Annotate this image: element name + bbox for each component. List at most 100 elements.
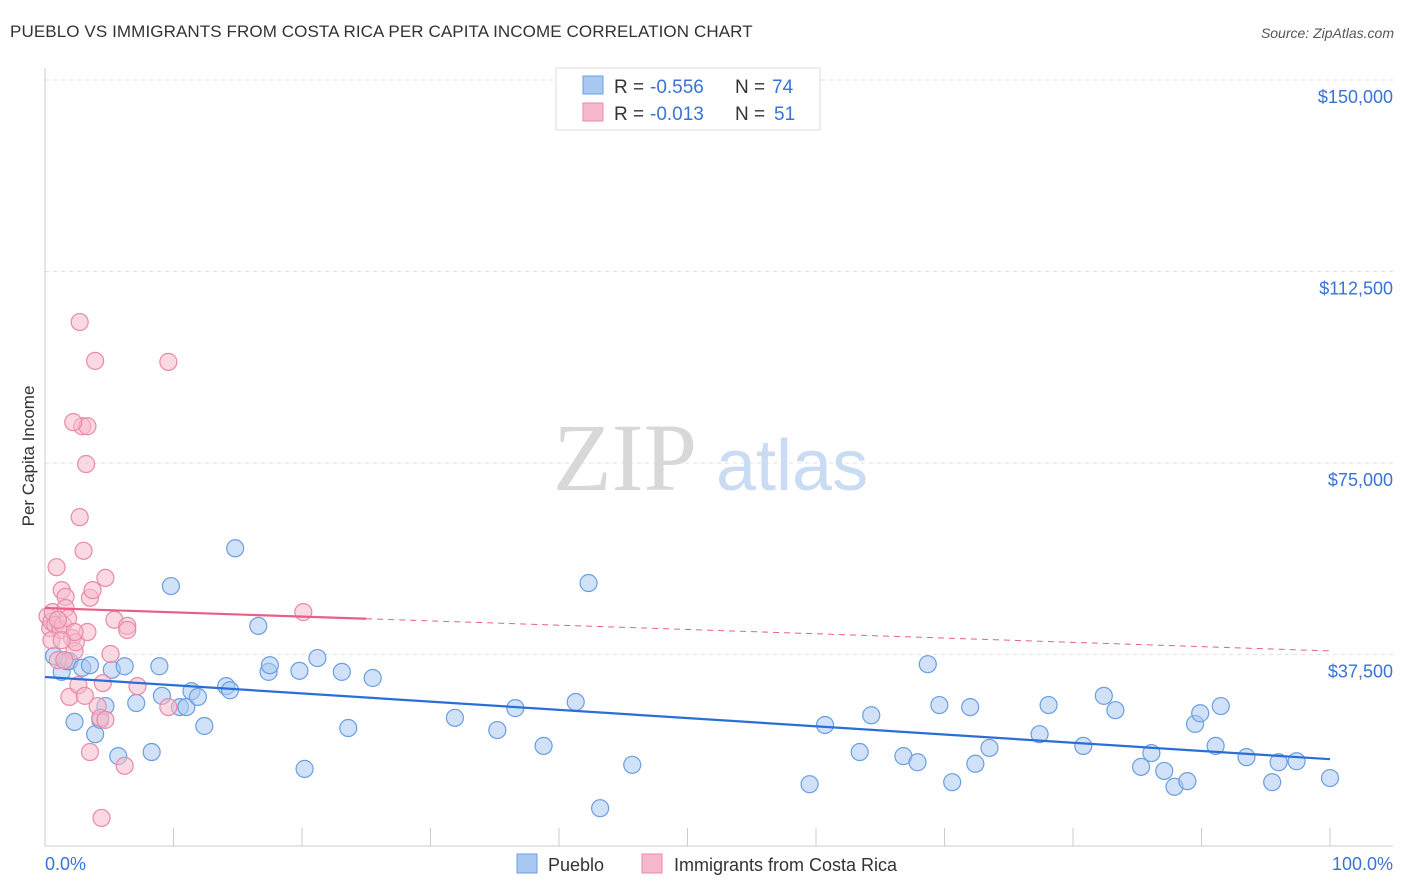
pueblo-point (445, 708, 465, 727)
gridlines (45, 79, 1393, 655)
legend-swatch-pueblo (582, 75, 604, 95)
pueblo-point (1030, 725, 1049, 744)
source-label: Source: ZipAtlas.com (1260, 25, 1394, 41)
pueblo-point (295, 759, 314, 778)
costa-rica-point (70, 508, 89, 527)
pueblo-point (591, 799, 610, 818)
pueblo-point (815, 715, 835, 735)
legend-label-costa-rica: Immigrants from Costa Rica (674, 855, 898, 875)
costa-rica-point (74, 541, 93, 560)
costa-rica-point (101, 644, 120, 664)
costa-rica-point (83, 581, 102, 600)
costa-rica-point (92, 808, 111, 828)
costa-rica-point (65, 622, 84, 642)
pueblo-point (142, 742, 161, 762)
costa-rica-point (294, 603, 313, 622)
costa-rica-point (159, 697, 178, 717)
legend-swatch-costa-rica (641, 853, 663, 874)
pueblo-point (80, 656, 100, 675)
legend-n-label: N = (735, 104, 765, 125)
pueblo-point (308, 648, 327, 668)
pueblo-point (943, 773, 962, 792)
pueblo-point (1039, 695, 1058, 715)
pueblo-point (918, 655, 937, 674)
pueblo-point (1211, 696, 1230, 716)
data-points (38, 312, 1340, 828)
pueblo-point (862, 706, 881, 725)
costa-rica-point (128, 677, 147, 696)
pueblo-point (1094, 686, 1113, 705)
pueblo-point (332, 662, 351, 681)
pueblo-point (195, 716, 214, 736)
pueblo-point (226, 539, 245, 558)
pueblo-point (363, 668, 382, 688)
pueblo-point (966, 754, 985, 773)
pueblo-point (800, 775, 819, 794)
pueblo-point (161, 576, 181, 596)
y-tick-label: $75,000 (1328, 470, 1393, 490)
stats-legend: R = -0.556 N = 74 R = -0.013 N = 51 (555, 67, 821, 131)
costa-rica-point (48, 610, 67, 629)
costa-rica-point (64, 413, 83, 432)
legend-n-label: N = (735, 77, 765, 98)
legend-swatch-pueblo (516, 853, 538, 874)
costa-rica-point (47, 558, 66, 577)
pueblo-point (1191, 704, 1210, 723)
y-tick-labels: $37,500 $75,000 $112,500 $150,000 (1318, 87, 1393, 682)
legend-swatch-costa-rica (582, 102, 604, 122)
legend-label-pueblo: Pueblo (548, 855, 604, 875)
trend-lines (44, 606, 1331, 761)
pueblo-point (930, 695, 949, 715)
costa-rica-point (75, 686, 94, 705)
pueblo-point (1269, 753, 1288, 772)
pueblo-point (961, 697, 980, 717)
pueblo-point (127, 693, 146, 713)
pueblo-point (1074, 736, 1093, 756)
legend-r-label: R = (614, 77, 644, 98)
costa-rica-point (86, 351, 105, 370)
legend-r-value: -0.013 (650, 104, 704, 125)
pueblo-point (850, 742, 869, 762)
pueblo-point (1287, 752, 1306, 771)
pueblo-point (1320, 768, 1340, 788)
pueblo-point (1237, 748, 1256, 767)
x-ticks (44, 828, 1331, 846)
costa-rica-point (118, 620, 137, 640)
pueblo-point (249, 616, 268, 636)
x-tick-label-min: 0.0% (45, 854, 86, 874)
costa-rica-point (80, 742, 100, 762)
pueblo-point (488, 720, 507, 740)
watermark-atlas: atlas (716, 426, 868, 506)
y-tick-label: $112,500 (1319, 279, 1393, 299)
costa-rica-point (115, 756, 134, 775)
pueblo-point (1206, 736, 1225, 756)
pueblo-point (339, 718, 358, 738)
costa-rica-point (93, 673, 112, 693)
costa-rica-point (52, 631, 71, 650)
costa-rica-point (159, 352, 178, 371)
costa-rica-trend-line (44, 606, 367, 620)
pueblo-point (1263, 773, 1282, 792)
pueblo-point (1132, 757, 1151, 776)
pueblo-point (534, 736, 553, 756)
chart-title: PUEBLO VS IMMIGRANTS FROM COSTA RICA PER… (10, 22, 753, 41)
costa-rica-point (77, 454, 96, 474)
pueblo-point (150, 657, 169, 676)
pueblo-point (290, 661, 309, 680)
legend-r-value: -0.556 (650, 77, 704, 98)
y-axis-title: Per Capita Income (19, 386, 38, 527)
bottom-legend: Pueblo Immigrants from Costa Rica (516, 853, 898, 875)
pueblo-point (623, 755, 642, 774)
legend-n-value: 51 (774, 104, 795, 125)
watermark-zip: ZIP (553, 404, 697, 511)
pueblo-point (260, 656, 279, 675)
pueblo-point (1106, 701, 1125, 720)
costa-rica-point (96, 568, 115, 588)
y-tick-label: $150,000 (1318, 87, 1393, 107)
pueblo-point (65, 712, 84, 732)
pueblo-point (1178, 772, 1197, 791)
legend-n-value: 74 (772, 77, 794, 98)
pueblo-point (1155, 761, 1174, 781)
costa-rica-trend-line-extension (366, 618, 1331, 652)
